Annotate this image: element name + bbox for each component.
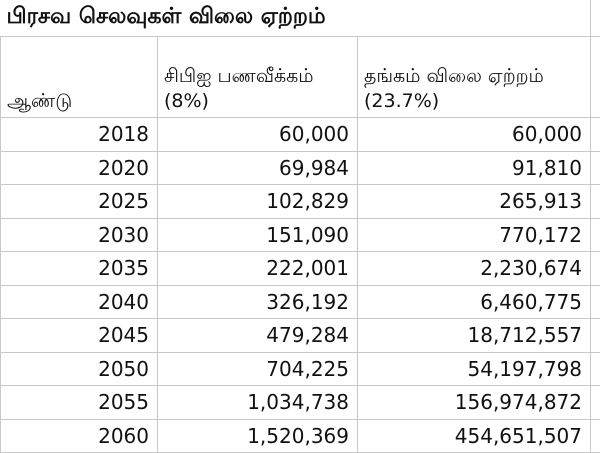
header-row: ஆண்டு சிபிஐ பணவீக்கம் (8%) தங்கம் விலை ஏ… (1, 37, 600, 118)
year-cell: 2035 (1, 252, 158, 286)
year-cell: 2025 (1, 185, 158, 219)
cpi-cell: 1,034,738 (158, 386, 358, 420)
gold-cell: 770,172 (358, 218, 591, 252)
cpi-cell: 704,225 (158, 352, 358, 386)
title-row: பிரசவ செலவுகள் விலை ஏற்றம் (1, 0, 600, 37)
gold-cell: 18,712,557 (358, 319, 591, 353)
empty-cell (591, 319, 600, 353)
empty-cell (591, 118, 600, 152)
empty-cell (591, 252, 600, 286)
gold-cell: 6,460,775 (358, 285, 591, 319)
cpi-cell: 151,090 (158, 218, 358, 252)
gold-cell: 2,230,674 (358, 252, 591, 286)
cpi-cell: 1,520,369 (158, 419, 358, 453)
gold-cell: 156,974,872 (358, 386, 591, 420)
table-title: பிரசவ செலவுகள் விலை ஏற்றம் (1, 0, 591, 37)
header-year: ஆண்டு (1, 37, 158, 118)
empty-cell (591, 0, 600, 37)
cpi-cell: 326,192 (158, 285, 358, 319)
year-cell: 2050 (1, 352, 158, 386)
gold-cell: 60,000 (358, 118, 591, 152)
header-gold: தங்கம் விலை ஏற்றம் (23.7%) (358, 37, 591, 118)
gold-cell: 454,651,507 (358, 419, 591, 453)
gold-cell: 54,197,798 (358, 352, 591, 386)
cpi-cell: 479,284 (158, 319, 358, 353)
year-cell: 2045 (1, 319, 158, 353)
empty-cell (591, 419, 600, 453)
empty-cell (591, 386, 600, 420)
cpi-cell: 222,001 (158, 252, 358, 286)
empty-cell (591, 285, 600, 319)
empty-cell (591, 218, 600, 252)
gold-cell: 265,913 (358, 185, 591, 219)
year-cell: 2055 (1, 386, 158, 420)
cpi-cell: 60,000 (158, 118, 358, 152)
empty-cell (591, 37, 600, 118)
year-cell: 2030 (1, 218, 158, 252)
cpi-cell: 102,829 (158, 185, 358, 219)
empty-cell (591, 352, 600, 386)
year-cell: 2020 (1, 151, 158, 185)
header-cpi: சிபிஐ பணவீக்கம் (8%) (158, 37, 358, 118)
year-cell: 2060 (1, 419, 158, 453)
year-cell: 2040 (1, 285, 158, 319)
year-cell: 2018 (1, 118, 158, 152)
gold-cell: 91,810 (358, 151, 591, 185)
empty-cell (591, 151, 600, 185)
empty-cell (591, 185, 600, 219)
cpi-cell: 69,984 (158, 151, 358, 185)
